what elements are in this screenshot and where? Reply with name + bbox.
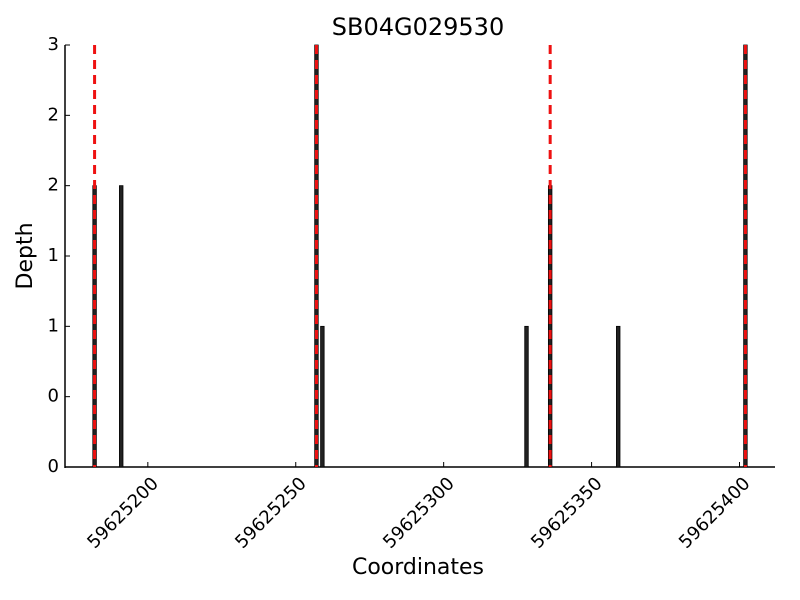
y-tick-label: 0 <box>48 386 59 407</box>
y-axis-label: Depth <box>13 222 38 289</box>
y-tick-label: 3 <box>48 34 59 55</box>
bar <box>524 325 529 468</box>
x-tick-label: 59625300 <box>379 473 459 553</box>
chart-title: SB04G029530 <box>332 13 504 41</box>
bar <box>119 185 124 468</box>
bar <box>616 325 621 468</box>
y-tick-label: 2 <box>48 104 59 125</box>
y-tick-label: 0 <box>48 456 59 477</box>
x-tick-label: 59625350 <box>527 473 607 553</box>
x-tick-label: 59625400 <box>675 473 755 553</box>
x-tick-label: 59625200 <box>83 473 163 553</box>
bar <box>320 325 325 468</box>
y-tick-label: 2 <box>48 175 59 196</box>
y-tick-label: 1 <box>48 315 59 336</box>
x-axis-label: Coordinates <box>352 555 484 580</box>
y-tick-label: 1 <box>48 245 59 266</box>
x-tick-label: 59625250 <box>231 473 311 553</box>
